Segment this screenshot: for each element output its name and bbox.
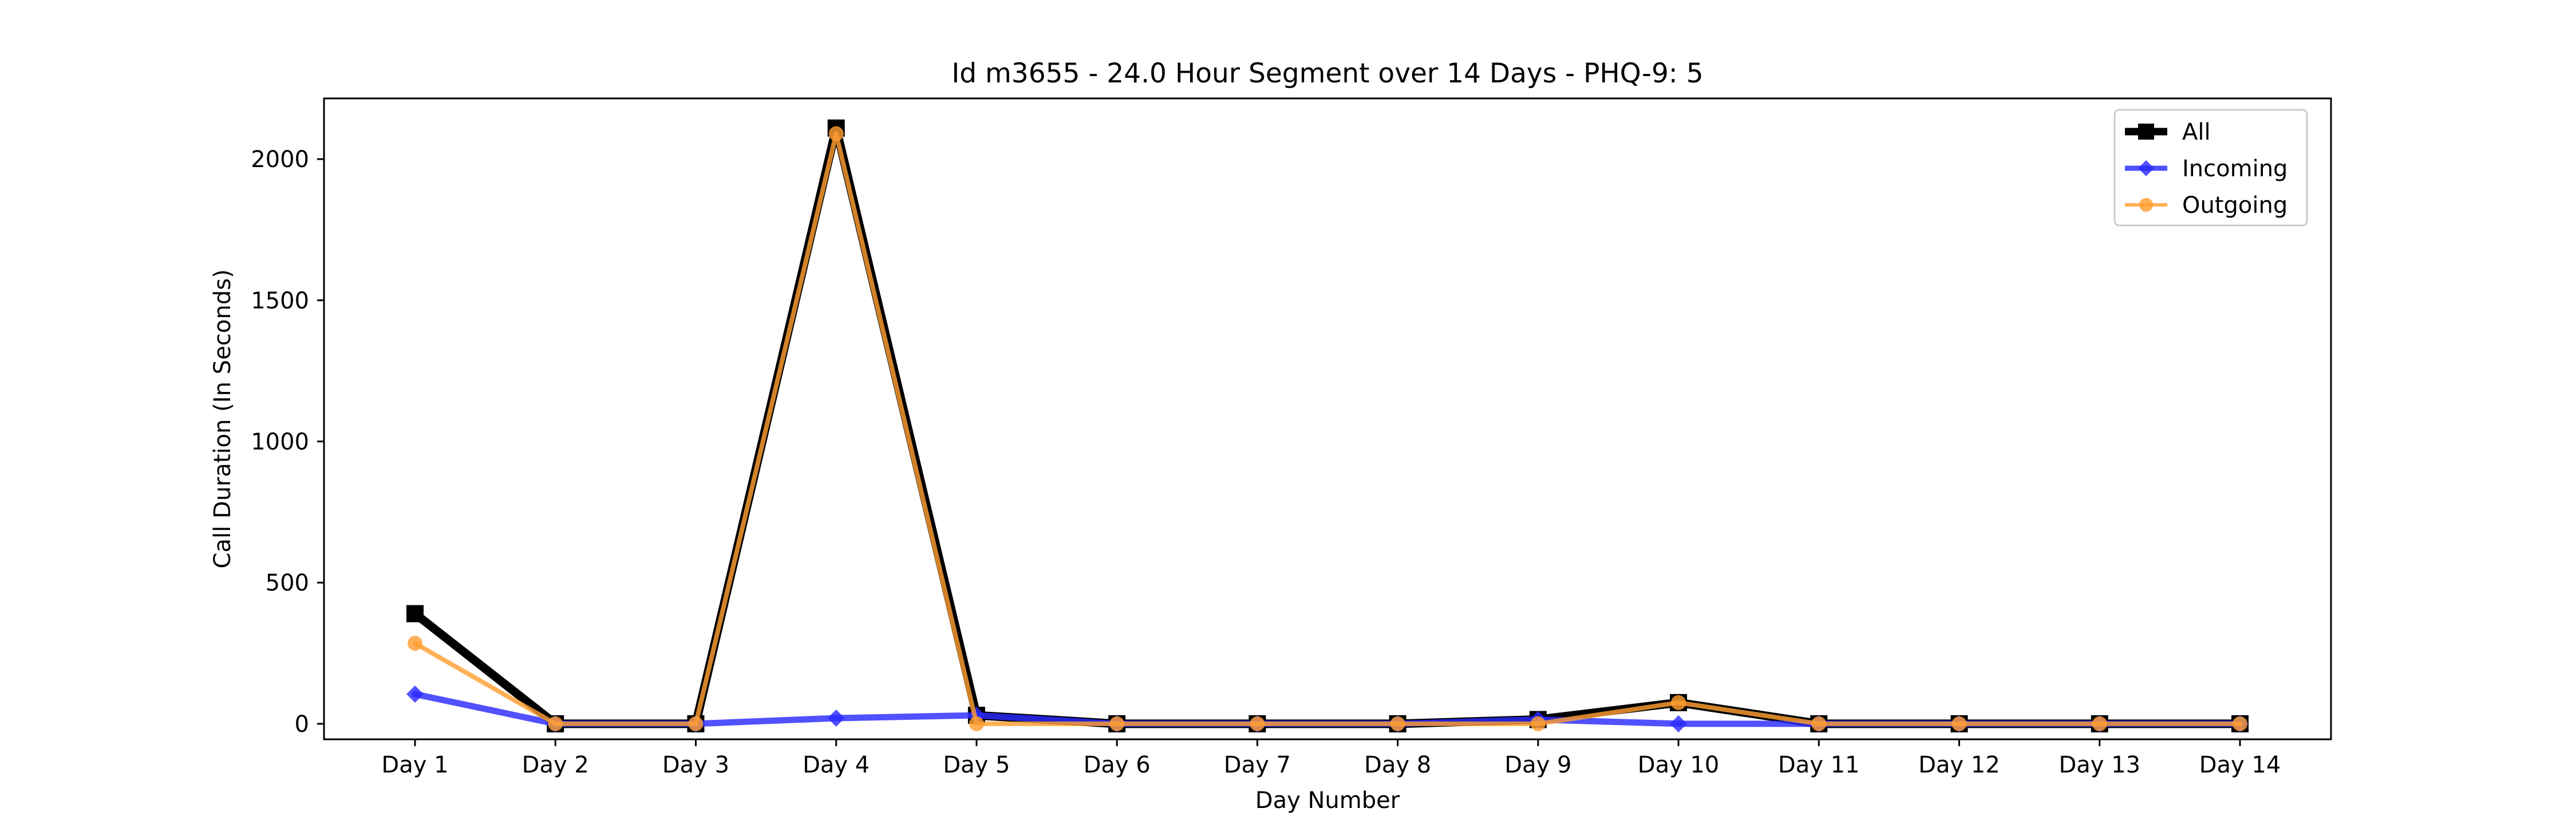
x-tick-label-12: Day 13 <box>2059 752 2140 778</box>
y-tick-label-0: 0 <box>295 711 309 738</box>
data-point-outgoing-1 <box>408 636 422 651</box>
x-tick-label-2: Day 3 <box>662 752 729 778</box>
x-tick-label-0: Day 1 <box>381 752 448 778</box>
x-tick-label-7: Day 8 <box>1364 752 1431 778</box>
plot-frame <box>323 97 2332 740</box>
x-tick-label-5: Day 6 <box>1084 752 1151 778</box>
series-line-all <box>410 124 2245 728</box>
legend-label-incoming: Incoming <box>2182 156 2287 182</box>
x-tick-label-8: Day 9 <box>1504 752 1571 778</box>
x-tick-label-3: Day 4 <box>803 752 870 778</box>
data-point-outgoing-11 <box>1811 716 1827 731</box>
data-point-outgoing-10 <box>1671 695 1686 710</box>
y-tick-label-4: 2000 <box>251 146 309 173</box>
data-point-all-1 <box>406 605 424 623</box>
x-tick-label-1: Day 2 <box>522 752 589 778</box>
x-tick-label-4: Day 5 <box>943 752 1010 778</box>
data-point-outgoing-4 <box>828 126 844 141</box>
legend-marker-outgoing <box>2139 198 2153 212</box>
data-point-outgoing-5 <box>969 716 984 731</box>
legend-marker-all <box>2138 124 2154 140</box>
chart-title: Id m3655 - 24.0 Hour Segment over 14 Day… <box>951 58 1703 89</box>
x-axis-label: Day Number <box>1255 787 1400 814</box>
data-point-outgoing-12 <box>1951 716 1967 731</box>
series-line-outgoing <box>413 131 2242 726</box>
legend-box <box>2113 109 2308 227</box>
data-point-outgoing-13 <box>2092 716 2107 731</box>
x-tick-label-13: Day 14 <box>2199 752 2281 778</box>
data-point-outgoing-2 <box>548 716 563 731</box>
x-tick-label-6: Day 7 <box>1224 752 1291 778</box>
plot-layer: 0 500 1000 1500 2000 Day 1 Day 2 Day 3 Day 4 Day … <box>251 97 2332 778</box>
data-point-outgoing-8 <box>1390 716 1405 731</box>
y-axis-label: Call Duration (In Seconds) <box>210 270 236 569</box>
x-tick-label-11: Day 12 <box>1918 752 2000 778</box>
y-tick-label-2: 1000 <box>251 429 309 455</box>
legend-label-outgoing: Outgoing <box>2182 192 2287 219</box>
data-point-outgoing-6 <box>1109 716 1125 731</box>
y-tick-label-3: 1500 <box>251 288 309 314</box>
legend-label-all: All <box>2182 119 2211 145</box>
data-point-outgoing-14 <box>2233 716 2247 731</box>
x-tick-label-10: Day 11 <box>1778 752 1860 778</box>
y-tick-label-1: 500 <box>266 570 309 596</box>
x-tick-label-9: Day 10 <box>1638 752 1720 778</box>
data-point-incoming-1 <box>406 686 424 703</box>
data-point-outgoing-7 <box>1250 716 1265 731</box>
data-point-incoming-4 <box>827 709 845 727</box>
data-point-outgoing-3 <box>688 716 704 731</box>
data-point-incoming-10 <box>1670 715 1688 732</box>
legend-marker-incoming <box>2138 160 2154 176</box>
data-point-outgoing-9 <box>1530 716 1546 731</box>
